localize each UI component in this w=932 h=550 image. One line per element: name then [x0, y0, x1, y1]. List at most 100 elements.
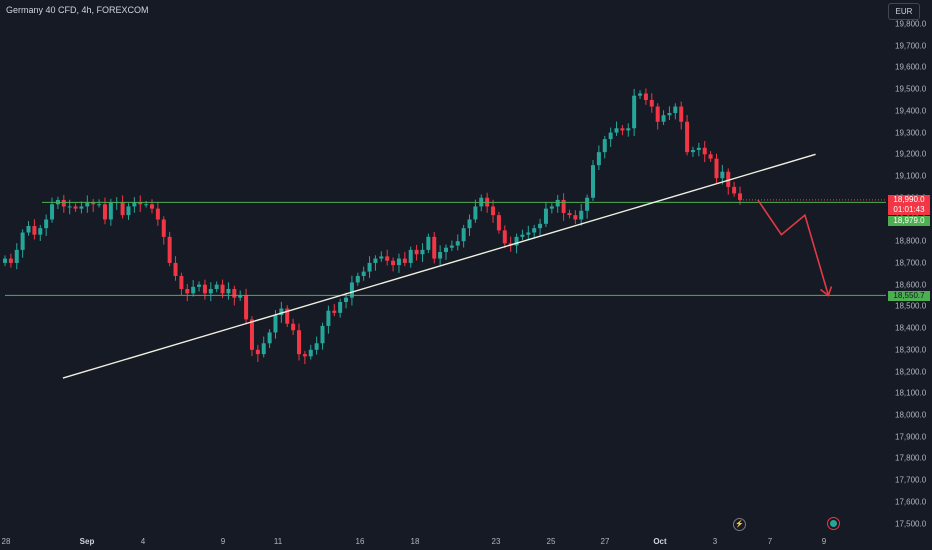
candle	[702, 141, 707, 163]
candle	[338, 298, 343, 318]
candle	[496, 211, 501, 234]
candle-body	[150, 204, 154, 209]
candle-body	[455, 241, 460, 246]
candle-body	[391, 260, 396, 266]
candle	[320, 322, 325, 350]
candle	[538, 218, 543, 236]
candle	[391, 257, 396, 272]
candle-body	[426, 236, 431, 250]
candle	[91, 198, 96, 213]
candle-body	[702, 147, 707, 155]
candle	[655, 103, 660, 130]
candles-layer	[3, 88, 742, 365]
candle	[326, 305, 331, 334]
candle	[14, 243, 19, 270]
status-dot-icon[interactable]	[827, 517, 840, 530]
candle	[249, 316, 254, 357]
candle-body	[273, 315, 278, 333]
candle-body	[226, 288, 231, 294]
candle	[202, 279, 207, 300]
candle-body	[344, 297, 349, 303]
candle	[297, 323, 301, 361]
candle-body	[379, 256, 384, 259]
candle-body	[8, 258, 13, 263]
candle-body	[44, 219, 49, 229]
price-tick-label: 18,600.0	[895, 280, 927, 290]
candle	[32, 219, 37, 240]
candle	[367, 256, 372, 278]
candle-body	[232, 288, 237, 298]
time-tick-label: 9	[220, 537, 226, 546]
candle	[314, 336, 319, 355]
candle-body	[526, 232, 531, 235]
candle-body	[444, 247, 448, 253]
candle	[255, 344, 260, 362]
candle-body	[708, 154, 713, 159]
price-tick-label: 18,400.0	[895, 323, 927, 333]
candle-body	[85, 202, 90, 207]
candle-body	[402, 258, 407, 263]
resistance-price-tag: 18,979.0	[888, 216, 930, 226]
candle-body	[491, 206, 496, 216]
time-tick-label: 25	[546, 537, 556, 546]
candle	[150, 199, 154, 214]
candle	[649, 93, 654, 113]
candle	[85, 195, 90, 213]
candle	[532, 224, 537, 239]
flash-icon[interactable]: ⚡	[733, 518, 746, 531]
candle-body	[420, 249, 425, 255]
candle	[155, 201, 160, 226]
candle-body	[349, 282, 354, 298]
candle	[620, 124, 625, 136]
candle	[73, 203, 78, 212]
candle-body	[373, 258, 378, 263]
candle	[573, 210, 578, 225]
candle-body	[532, 228, 537, 233]
candle-body	[714, 158, 719, 179]
candle	[690, 146, 695, 157]
price-tick-label: 18,200.0	[895, 367, 927, 377]
candle	[332, 303, 337, 317]
candle	[579, 204, 584, 226]
candle-body	[50, 204, 55, 220]
candle-body	[414, 249, 419, 255]
candle-body	[338, 302, 343, 313]
candle	[244, 288, 249, 325]
candle-body	[632, 95, 637, 129]
candle-body	[244, 295, 249, 320]
candle-body	[685, 121, 690, 153]
candle	[291, 318, 296, 336]
candle	[97, 199, 102, 208]
candle-body	[38, 228, 43, 235]
candle-body	[438, 252, 443, 259]
price-tick-label: 17,800.0	[895, 453, 927, 463]
trendline	[62, 153, 816, 379]
candle	[667, 106, 672, 121]
candle-body	[332, 310, 337, 313]
candle-body	[579, 210, 584, 220]
candle-body	[396, 258, 401, 266]
candle-body	[655, 106, 660, 122]
price-tick-label: 19,500.0	[895, 84, 927, 94]
candle	[602, 135, 607, 159]
candle	[738, 186, 742, 205]
candle	[567, 209, 572, 219]
candle	[632, 88, 637, 137]
candle-body	[79, 206, 84, 209]
candle-body	[567, 212, 572, 216]
currency-button[interactable]: EUR	[888, 3, 920, 20]
candle	[385, 249, 390, 266]
candle	[261, 336, 266, 358]
candle-body	[649, 100, 654, 107]
candle-body	[144, 204, 149, 206]
candle-body	[3, 258, 7, 263]
candle	[608, 127, 613, 147]
price-tick-label: 19,100.0	[895, 171, 927, 181]
candle	[173, 256, 178, 281]
candle	[191, 280, 196, 297]
candle-body	[591, 165, 595, 198]
candle-body	[279, 308, 284, 316]
projection-arrow	[757, 199, 830, 296]
candle-body	[197, 284, 202, 287]
